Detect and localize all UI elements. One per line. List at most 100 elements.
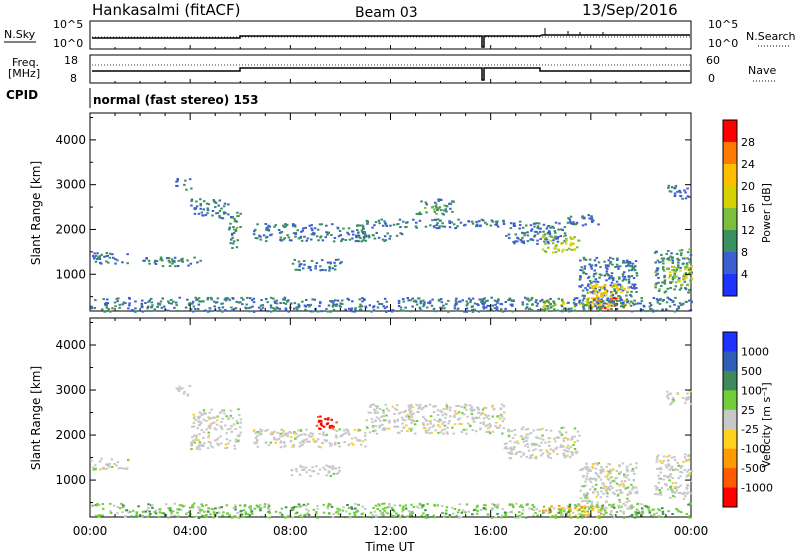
range-gate-cell bbox=[109, 510, 112, 513]
range-gate-cell bbox=[669, 393, 672, 396]
range-gate-cell bbox=[418, 219, 422, 222]
range-gate-cell bbox=[554, 221, 558, 224]
range-gate-cell bbox=[475, 430, 478, 433]
range-gate-cell bbox=[317, 445, 321, 448]
range-gate-cell bbox=[460, 431, 464, 434]
range-gate-cell bbox=[671, 513, 674, 515]
range-gate-cell bbox=[586, 466, 590, 469]
range-gate-cell bbox=[259, 503, 262, 506]
range-gate-cell bbox=[585, 475, 589, 478]
range-gate-cell bbox=[593, 259, 597, 262]
range-gate-cell bbox=[192, 310, 195, 313]
range-gate-cell bbox=[521, 301, 524, 304]
range-gate-cell bbox=[657, 477, 661, 480]
range-gate-cell bbox=[611, 257, 615, 260]
range-gate-cell bbox=[195, 436, 198, 439]
range-gate-cell bbox=[586, 288, 589, 291]
range-gate-cell bbox=[658, 261, 661, 264]
range-gate-cell bbox=[155, 260, 159, 262]
range-gate-cell bbox=[260, 299, 263, 302]
range-gate-cell bbox=[435, 227, 439, 230]
range-gate-cell bbox=[280, 513, 284, 516]
range-gate-cell bbox=[196, 298, 199, 301]
range-gate-cell bbox=[635, 462, 638, 465]
range-gate-cell bbox=[485, 416, 488, 419]
range-gate-cell bbox=[511, 504, 515, 507]
range-gate-cell bbox=[604, 290, 607, 292]
range-gate-cell bbox=[284, 223, 287, 226]
range-gate-cell bbox=[413, 300, 416, 303]
range-gate-cell bbox=[625, 294, 628, 297]
range-gate-cell bbox=[687, 396, 690, 399]
range-gate-cell bbox=[469, 408, 472, 411]
range-gate-cell bbox=[589, 286, 592, 289]
range-gate-cell bbox=[661, 308, 664, 311]
range-gate-cell bbox=[193, 516, 196, 518]
range-gate-cell bbox=[326, 233, 329, 236]
range-gate-cell bbox=[574, 297, 577, 300]
range-gate-cell bbox=[445, 509, 448, 512]
range-gate-cell bbox=[688, 258, 691, 261]
range-gate-cell bbox=[151, 304, 154, 307]
range-gate-cell bbox=[586, 472, 589, 475]
range-gate-cell bbox=[608, 277, 611, 280]
range-gate-cell bbox=[487, 427, 490, 430]
range-gate-cell bbox=[602, 484, 606, 487]
range-gate-cell bbox=[190, 204, 193, 207]
range-gate-cell bbox=[147, 506, 150, 509]
range-gate-cell bbox=[491, 304, 495, 307]
range-gate-cell bbox=[337, 442, 340, 445]
range-gate-cell bbox=[338, 304, 342, 307]
range-gate-cell bbox=[672, 400, 675, 403]
range-gate-cell bbox=[326, 261, 330, 264]
range-gate-cell bbox=[402, 509, 405, 512]
range-gate-cell bbox=[393, 510, 396, 513]
range-gate-cell bbox=[279, 441, 283, 444]
range-gate-cell bbox=[236, 512, 239, 514]
range-gate-cell bbox=[221, 417, 224, 420]
range-gate-cell bbox=[508, 237, 511, 240]
range-gate-cell bbox=[527, 299, 531, 302]
range-gate-cell bbox=[444, 416, 447, 419]
range-gate-cell bbox=[353, 511, 356, 514]
range-gate-cell bbox=[338, 466, 341, 469]
range-gate-cell bbox=[457, 218, 460, 221]
range-gate-cell bbox=[253, 230, 256, 233]
range-gate-cell bbox=[225, 432, 228, 435]
range-gate-cell bbox=[418, 403, 422, 406]
range-gate-cell bbox=[436, 504, 439, 507]
range-gate-cell bbox=[532, 429, 535, 432]
range-gate-cell bbox=[327, 503, 331, 505]
range-gate-cell bbox=[417, 405, 421, 408]
range-gate-cell bbox=[572, 301, 576, 304]
range-gate-cell bbox=[99, 468, 102, 471]
range-gate-cell bbox=[432, 411, 436, 414]
range-gate-cell bbox=[471, 429, 474, 432]
range-gate-cell bbox=[449, 415, 452, 418]
range-gate-cell bbox=[618, 276, 621, 279]
range-gate-cell bbox=[216, 437, 220, 440]
range-gate-cell bbox=[242, 515, 245, 518]
range-gate-cell bbox=[671, 256, 674, 259]
range-gate-cell bbox=[629, 261, 632, 264]
x-axis-label: Time UT bbox=[364, 540, 415, 554]
range-gate-cell bbox=[600, 300, 603, 303]
range-gate-cell bbox=[405, 221, 408, 224]
nsky-label: N.Sky bbox=[4, 28, 36, 41]
range-gate-cell bbox=[654, 271, 657, 274]
range-gate-cell bbox=[668, 190, 672, 193]
range-gate-cell bbox=[659, 491, 662, 494]
range-gate-cell bbox=[504, 445, 508, 448]
range-gate-cell bbox=[357, 429, 360, 432]
range-gate-cell bbox=[614, 477, 617, 480]
range-gate-cell bbox=[545, 300, 549, 302]
range-gate-cell bbox=[578, 504, 582, 507]
range-gate-cell bbox=[288, 430, 291, 433]
range-gate-cell bbox=[135, 514, 139, 517]
range-gate-cell bbox=[603, 302, 607, 305]
range-gate-cell bbox=[187, 264, 190, 267]
range-gate-cell bbox=[483, 406, 486, 409]
range-gate-cell bbox=[432, 424, 436, 427]
range-gate-cell bbox=[239, 226, 242, 228]
range-gate-cell bbox=[154, 259, 157, 262]
